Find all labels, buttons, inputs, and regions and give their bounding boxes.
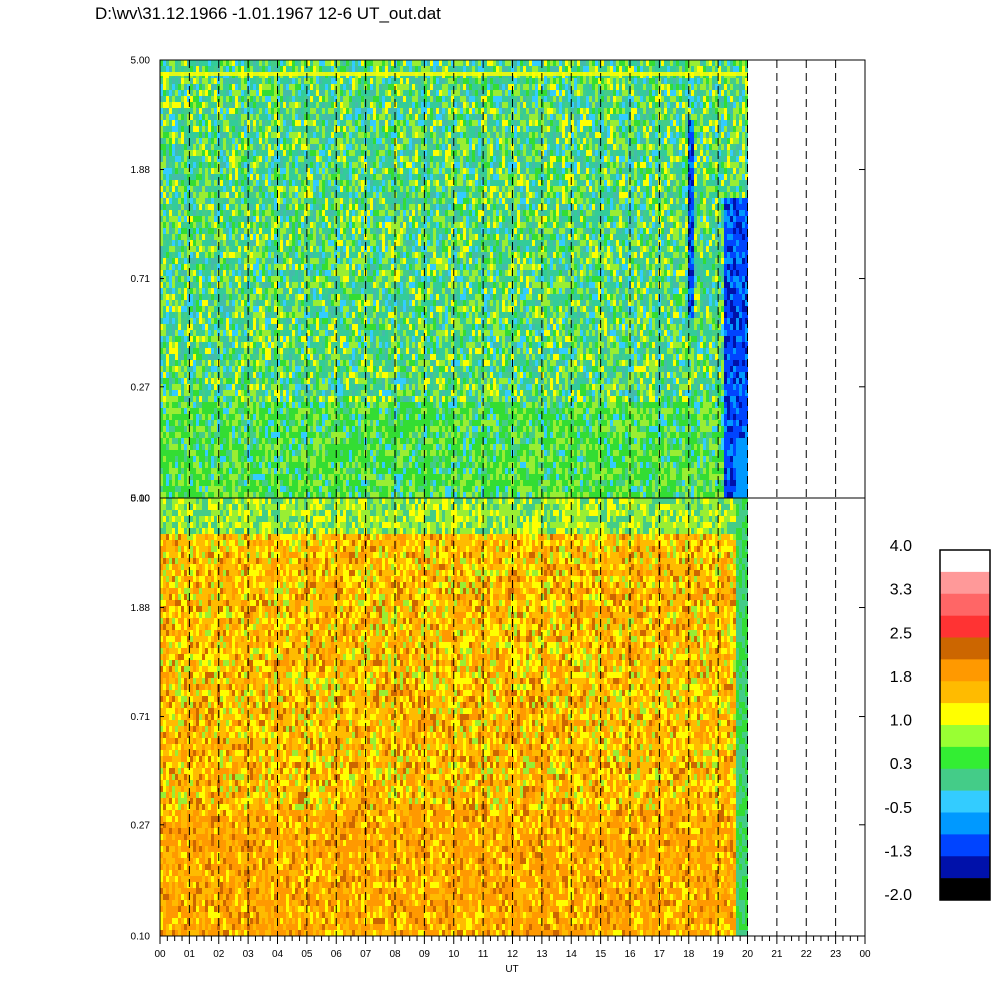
colorbar-swatch xyxy=(940,856,990,879)
x-tick-label: 07 xyxy=(360,949,372,960)
x-tick-label: 23 xyxy=(830,949,842,960)
x-tick-label: 05 xyxy=(301,949,313,960)
x-tick-label: 00 xyxy=(859,949,871,960)
x-tick-label: 06 xyxy=(331,949,343,960)
x-tick-label: 04 xyxy=(272,949,284,960)
y-tick-label-lower: 0.10 xyxy=(131,932,151,943)
colorbar-swatch xyxy=(940,746,990,770)
x-tick-label: 15 xyxy=(595,949,607,960)
x-tick-label: 16 xyxy=(624,949,636,960)
y-tick-label-lower: 1.88 xyxy=(131,603,151,614)
colorbar-swatch xyxy=(940,550,990,573)
x-tick-label: 14 xyxy=(566,949,578,960)
colorbar-swatch xyxy=(940,812,990,835)
x-tick-label: 02 xyxy=(213,949,225,960)
hour-dashed-lines xyxy=(188,60,837,936)
x-axis-ticks: 00 01 02 03 04 05 06 07 08 09 10 11 12 13 14 15 16 17 18 19… xyxy=(154,936,871,960)
colorbar-swatch xyxy=(940,571,990,595)
x-tick-label: 09 xyxy=(419,949,431,960)
y-tick-label-upper: 0.27 xyxy=(131,382,151,393)
colorbar-swatch xyxy=(940,834,990,857)
colorbar-label: 1.8 xyxy=(890,669,912,686)
colorbar-label: -1.3 xyxy=(884,843,912,860)
x-tick-label: 13 xyxy=(536,949,548,960)
x-tick-label: 21 xyxy=(771,949,783,960)
x-tick-label: 00 xyxy=(154,949,166,960)
y-tick-label-lower: 0.27 xyxy=(131,820,151,831)
y-axis-ticks: 5.001.880.710.270.105.001.880.710.270.10 xyxy=(131,56,865,943)
x-tick-label: 19 xyxy=(713,949,725,960)
upper-panel-heatmap xyxy=(160,60,748,498)
y-tick-label-upper: 0.10 xyxy=(131,494,151,505)
x-tick-label: 12 xyxy=(507,949,519,960)
colorbar-label: 4.0 xyxy=(890,538,912,555)
colorbar-swatch xyxy=(940,790,990,813)
x-tick-label: 01 xyxy=(184,949,196,960)
colorbar-swatch xyxy=(940,768,990,791)
x-tick-label: 18 xyxy=(683,949,695,960)
colorbar-swatch xyxy=(940,659,990,682)
y-tick-label-lower: 0.71 xyxy=(131,712,151,723)
x-tick-label: 22 xyxy=(801,949,813,960)
x-tick-label: 17 xyxy=(654,949,666,960)
x-tick-label: 08 xyxy=(389,949,401,960)
colorbar-swatch xyxy=(940,878,990,901)
colorbar-swatch xyxy=(940,681,990,704)
colorbar: 4.0 3.3 2.5 1.8 1.0 0.3 -0.5 -1.3 -2.0 xyxy=(884,538,991,904)
colorbar-label: 1.0 xyxy=(890,713,912,730)
x-axis-label: UT xyxy=(505,964,518,975)
figure-title: D:\wv\31.12.1966 -1.01.1967 12-6 UT_out.… xyxy=(95,4,441,24)
colorbar-label: -0.5 xyxy=(884,800,912,817)
y-tick-label-upper: 1.88 xyxy=(131,165,151,176)
y-tick-label-lower: 5.00 xyxy=(131,494,151,505)
colorbar-label: 3.3 xyxy=(890,582,912,599)
y-tick-label-upper: 0.71 xyxy=(131,274,151,285)
x-tick-label: 03 xyxy=(243,949,255,960)
lower-panel-heatmap xyxy=(160,498,748,936)
x-tick-label: 11 xyxy=(478,949,489,960)
colorbar-label: 0.3 xyxy=(890,756,912,773)
colorbar-swatch xyxy=(940,703,990,726)
y-tick-label-upper: 5.00 xyxy=(131,56,151,67)
colorbar-label: -2.0 xyxy=(884,887,912,904)
colorbar-label: 2.5 xyxy=(890,625,912,642)
x-tick-label: 20 xyxy=(742,949,754,960)
x-tick-label: 10 xyxy=(448,949,460,960)
colorbar-outline xyxy=(939,549,991,901)
colorbar-swatch xyxy=(940,725,990,748)
colorbar-swatch xyxy=(940,637,990,660)
colorbar-swatch xyxy=(940,615,990,638)
colorbar-swatch xyxy=(940,593,990,616)
